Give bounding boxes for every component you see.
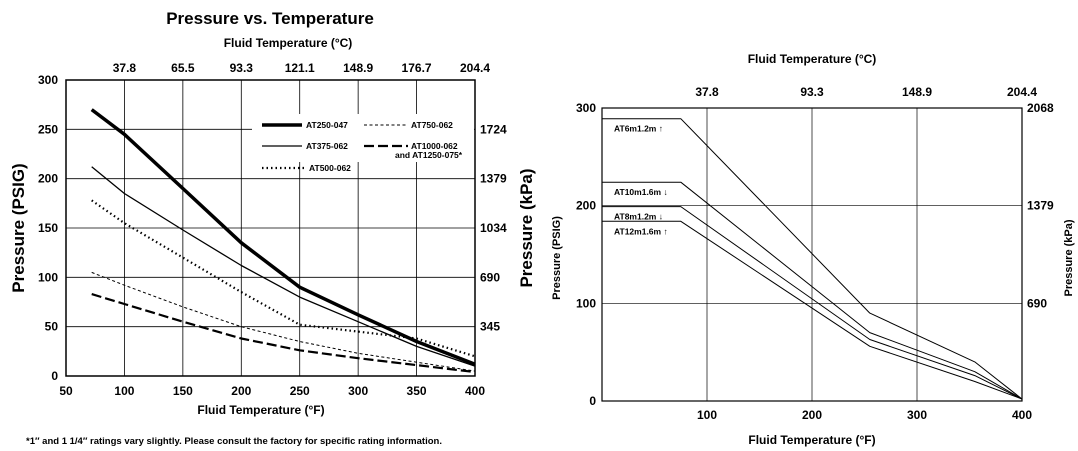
series-label: AT8m1.2m ↓ — [614, 212, 663, 222]
right-tick-label: 2068 — [1027, 101, 1054, 115]
chart-right-x-ticks: 100 200 300 400 — [697, 408, 1032, 422]
top-tick-label: 204.4 — [1007, 85, 1037, 99]
chart-right-series-group — [602, 118, 1023, 400]
chart-left-legend: AT250-047 AT750-062 AT375-062 AT1000-062… — [252, 114, 474, 173]
y-tick-label: 200 — [38, 172, 58, 186]
y-tick-label: 100 — [38, 270, 58, 284]
top-tick-label: 93.3 — [230, 61, 254, 75]
top-tick-label: 37.8 — [695, 85, 719, 99]
y-tick-label: 0 — [589, 394, 596, 408]
legend-label-at750-062: AT750-062 — [411, 120, 453, 130]
chart-left: Pressure vs. Temperature Fluid Temperatu… — [9, 9, 536, 447]
x-tick-label: 50 — [59, 384, 73, 398]
chart-left-title: Pressure vs. Temperature — [166, 9, 374, 28]
chart-left-plot-frame — [65, 79, 476, 377]
right-tick-label: 1034 — [480, 221, 507, 235]
series-line — [602, 181, 1023, 400]
top-tick-label: 37.8 — [113, 61, 137, 75]
chart-right-right-ticks: 2068 1379 690 — [1027, 101, 1054, 310]
x-tick-label: 350 — [407, 384, 427, 398]
series-label: AT6m1.2m ↑ — [614, 124, 663, 134]
footnote: *1″ and 1 1/4″ ratings vary slightly. Pl… — [26, 436, 442, 447]
x-tick-label: 250 — [290, 384, 310, 398]
series-line-at250-047 — [90, 108, 476, 366]
chart-left-top-ticks: 37.8 65.5 93.3 121.1 148.9 176.7 204.4 — [113, 61, 491, 75]
chart-left-y-ticks: 0 50 100 150 200 250 300 — [38, 73, 58, 383]
chart-left-top-axis-title: Fluid Temperature (°C) — [224, 36, 353, 50]
top-tick-label: 148.9 — [343, 61, 373, 75]
x-tick-label: 150 — [173, 384, 193, 398]
x-tick-label: 200 — [802, 408, 822, 422]
legend-label-at1000-062: AT1000-062 — [411, 141, 458, 151]
legend-label-at250-047: AT250-047 — [306, 120, 348, 130]
series-label: AT12m1.6m ↑ — [614, 226, 668, 236]
legend-label-at375-062: AT375-062 — [306, 141, 348, 151]
series-line-at750-062 — [91, 271, 476, 372]
chart-left-x-axis-title: Fluid Temperature (°F) — [197, 403, 324, 417]
y-tick-label: 0 — [51, 369, 58, 383]
top-tick-label: 176.7 — [402, 61, 432, 75]
y-tick-label: 50 — [45, 320, 59, 334]
series-line — [602, 206, 1023, 400]
y-tick-label: 200 — [576, 199, 596, 213]
top-tick-label: 93.3 — [800, 85, 824, 99]
right-tick-label: 1379 — [480, 172, 507, 186]
right-tick-label: 690 — [1027, 296, 1047, 310]
chart-right-gridlines — [602, 108, 1022, 401]
x-tick-label: 400 — [465, 384, 485, 398]
series-label: AT10m1.6m ↓ — [614, 187, 668, 197]
y-tick-label: 300 — [38, 73, 58, 87]
right-tick-label: 1379 — [1027, 199, 1054, 213]
chart-right: Fluid Temperature (°C) 100 200 300 400 0 100… — [551, 52, 1075, 447]
chart-left-series-group — [90, 108, 476, 374]
top-tick-label: 65.5 — [171, 61, 195, 75]
x-tick-label: 200 — [231, 384, 251, 398]
top-tick-label: 121.1 — [285, 61, 315, 75]
legend-label-at1250-075: and AT1250-075* — [395, 150, 463, 160]
series-line-at375-062 — [91, 166, 476, 367]
chart-right-y-ticks: 0 100 200 300 — [576, 101, 596, 408]
chart-left-right-axis-title: Pressure (kPa) — [517, 168, 536, 287]
chart-right-right-axis-title: Pressure (kPa) — [1063, 219, 1075, 296]
chart-left-y-axis-title: Pressure (PSIG) — [9, 163, 28, 292]
x-tick-label: 300 — [907, 408, 927, 422]
legend-background — [252, 114, 474, 162]
right-tick-label: 1724 — [480, 122, 507, 136]
chart-right-series-labels: AT6m1.2m ↑ AT10m1.6m ↓ AT8m1.2m ↓ AT12m1.6m… — [614, 124, 668, 237]
chart-right-top-axis-title: Fluid Temperature (°C) — [748, 52, 877, 66]
series-line-at500-062 — [91, 199, 476, 358]
y-tick-label: 150 — [38, 221, 58, 235]
chart-right-x-axis-title: Fluid Temperature (°F) — [748, 433, 875, 447]
x-tick-label: 100 — [697, 408, 717, 422]
x-tick-label: 100 — [114, 384, 134, 398]
x-tick-label: 300 — [348, 384, 368, 398]
x-tick-label: 400 — [1012, 408, 1032, 422]
right-tick-label: 345 — [480, 320, 500, 334]
chart-left-right-ticks: 1724 1379 1034 690 345 — [480, 122, 507, 333]
legend-label-at500-062: AT500-062 — [309, 163, 351, 173]
chart-right-top-ticks: 37.8 93.3 148.9 204.4 — [695, 85, 1037, 99]
chart-left-x-ticks: 50 100 150 200 250 300 350 400 — [59, 384, 485, 398]
y-tick-label: 100 — [576, 296, 596, 310]
chart-right-plot-frame — [601, 107, 1023, 402]
right-tick-label: 690 — [480, 270, 500, 284]
y-tick-label: 250 — [38, 122, 58, 136]
series-line-at1000-062 — [91, 293, 476, 374]
series-line — [602, 118, 1023, 400]
y-tick-label: 300 — [576, 101, 596, 115]
series-line — [602, 220, 1023, 400]
top-tick-label: 204.4 — [460, 61, 490, 75]
top-tick-label: 148.9 — [902, 85, 932, 99]
chart-right-y-axis-title: Pressure (PSIG) — [551, 216, 563, 300]
